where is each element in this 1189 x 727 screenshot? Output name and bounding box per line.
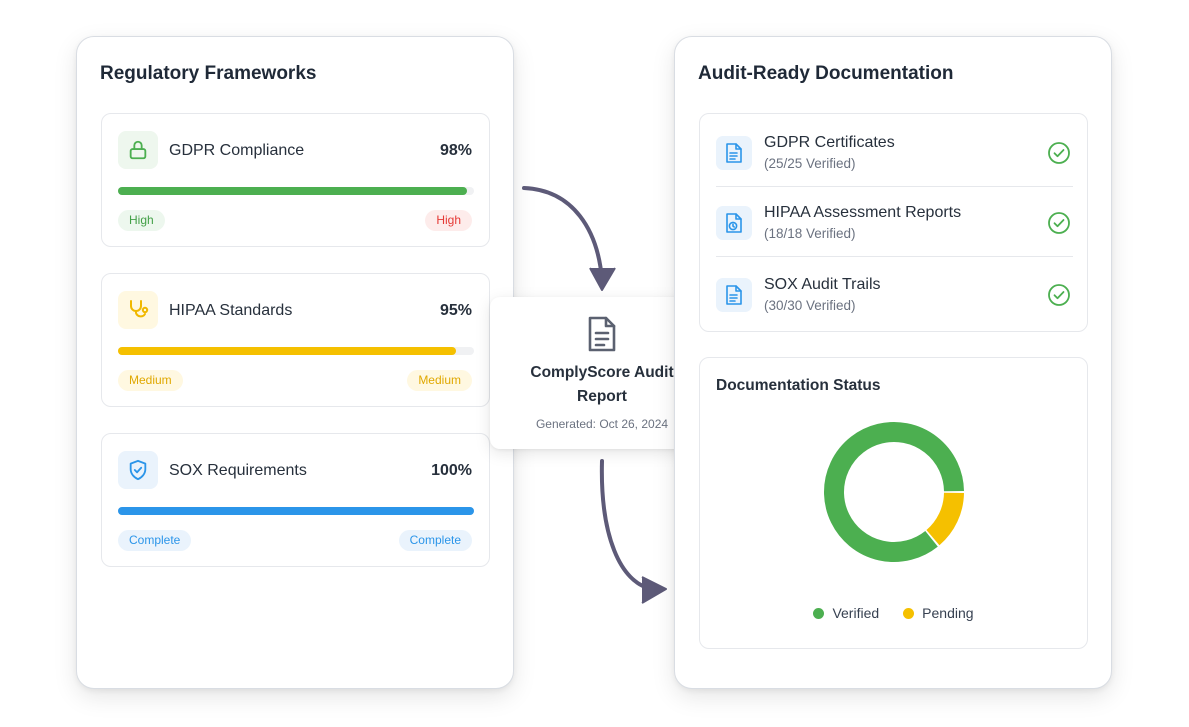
legend-dot-verified: [813, 607, 825, 619]
lock-icon: [118, 131, 158, 169]
framework-name: SOX Requirements: [169, 462, 307, 479]
audit-documentation-panel: Audit-Ready Documentation GDPR Certifica…: [674, 36, 1112, 689]
progress-track: [118, 347, 474, 355]
legend-label: Verified: [832, 605, 880, 621]
level-tag: Medium: [407, 370, 472, 391]
progress-fill: [118, 347, 457, 355]
framework-percent: 98%: [439, 142, 472, 159]
doc-item-hipaa[interactable]: HIPAA Assessment Reports (18/18 Verified…: [716, 186, 1073, 257]
donut-chart: [824, 422, 964, 562]
legend-dot-pending: [903, 607, 915, 619]
report-title-line: Report: [577, 388, 627, 405]
document-icon: [586, 315, 618, 358]
progress-fill: [118, 187, 467, 195]
doc-name: HIPAA Assessment Reports: [764, 204, 962, 221]
progress-track: [118, 507, 474, 515]
file-text-icon: [716, 278, 752, 312]
level-tag: Complete: [398, 530, 472, 551]
panel-title: Regulatory Frameworks: [100, 63, 317, 84]
donut-slice-pending: [926, 492, 964, 546]
framework-percent: 100%: [431, 462, 472, 479]
doc-item-gdpr[interactable]: GDPR Certificates (25/25 Verified): [716, 116, 1073, 187]
stethoscope-icon: [118, 291, 158, 329]
chart-legend: Verified Pending: [700, 605, 1087, 621]
check-circle-icon: [1047, 141, 1071, 170]
doc-count: (25/25 Verified): [764, 156, 856, 171]
documentation-status-card: Documentation Status Verified Pending: [699, 357, 1088, 649]
shield-check-icon: [118, 451, 158, 489]
progress-track: [118, 187, 474, 195]
report-date: Generated: Oct 26, 2024: [535, 417, 669, 431]
doc-count: (30/30 Verified): [764, 298, 856, 313]
legend-pending: Pending: [903, 605, 974, 621]
regulatory-frameworks-panel: Regulatory Frameworks GDPR Compliance 98…: [76, 36, 514, 689]
framework-card-hipaa[interactable]: HIPAA Standards 95% Medium Medium: [101, 273, 490, 407]
status-title: Documentation Status: [716, 377, 881, 394]
level-tag: High: [425, 210, 472, 231]
framework-card-sox[interactable]: SOX Requirements 100% Complete Complete: [101, 433, 490, 567]
framework-percent: 95%: [439, 302, 472, 319]
check-circle-icon: [1047, 211, 1071, 240]
doc-name: GDPR Certificates: [764, 134, 895, 151]
documentation-list: GDPR Certificates (25/25 Verified) HIPAA…: [699, 113, 1088, 332]
panel-title: Audit-Ready Documentation: [698, 63, 954, 84]
doc-name: SOX Audit Trails: [764, 276, 881, 293]
level-tag: Complete: [118, 530, 192, 551]
check-circle-icon: [1047, 283, 1071, 312]
legend-label: Pending: [922, 605, 974, 621]
file-clock-icon: [716, 206, 752, 240]
progress-fill: [118, 507, 474, 515]
file-text-icon: [716, 136, 752, 170]
doc-item-sox[interactable]: SOX Audit Trails (30/30 Verified): [716, 258, 1073, 328]
framework-name: HIPAA Standards: [169, 302, 293, 319]
legend-verified: Verified: [813, 605, 879, 621]
level-tag: Medium: [118, 370, 183, 391]
framework-card-gdpr[interactable]: GDPR Compliance 98% High High: [101, 113, 490, 247]
level-tag: High: [118, 210, 165, 231]
arrow-down-icon: [522, 186, 616, 291]
doc-count: (18/18 Verified): [764, 226, 856, 241]
report-title-line: ComplyScore Audit: [530, 364, 674, 381]
framework-name: GDPR Compliance: [169, 142, 305, 159]
arrow-right-icon: [599, 459, 667, 604]
donut-slice-verified: [824, 422, 964, 562]
report-title: ComplyScore Audit Report: [490, 361, 714, 409]
